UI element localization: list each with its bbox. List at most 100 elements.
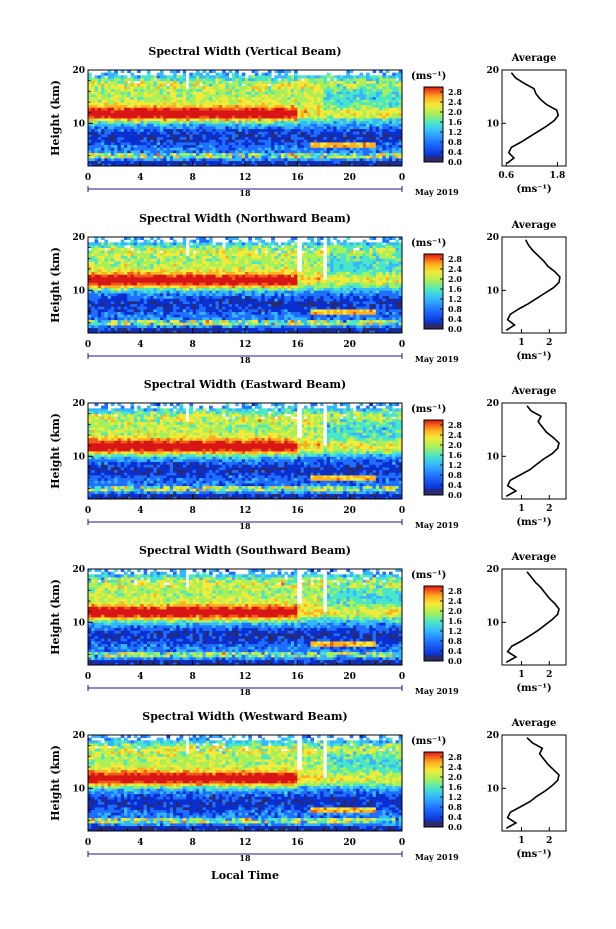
heatmap-cell	[356, 322, 360, 326]
heatmap-cell	[248, 150, 252, 154]
heatmap-cell	[114, 295, 118, 299]
heatmap-cell	[143, 287, 148, 291]
heatmap-cell	[202, 86, 207, 90]
heatmap-cell	[300, 136, 305, 140]
heatmap-cell	[323, 78, 328, 82]
heatmap-cell	[300, 115, 305, 119]
heatmap-cell	[316, 104, 321, 108]
heatmap-cell	[343, 126, 347, 130]
heatmap-cell	[231, 128, 236, 132]
heatmap-cell	[310, 147, 315, 151]
heatmap-cell	[173, 91, 177, 95]
heatmap-cell	[245, 112, 249, 116]
heatmap-cell	[343, 330, 347, 334]
heatmap-cell	[264, 144, 269, 148]
heatmap-cell	[241, 120, 246, 124]
heatmap-cell	[303, 311, 308, 315]
heatmap-cell	[143, 319, 148, 323]
heatmap-cell	[258, 306, 262, 310]
heatmap-cell	[215, 120, 220, 124]
heatmap-cell	[287, 107, 292, 111]
heatmap-cell	[235, 136, 239, 140]
heatmap-cell	[245, 290, 249, 294]
heatmap-cell	[375, 306, 380, 310]
heatmap-cell	[238, 293, 243, 297]
heatmap-cell	[395, 150, 400, 154]
heatmap-cell	[385, 128, 390, 132]
heatmap-cell	[215, 78, 220, 82]
heatmap-cell	[199, 163, 203, 167]
heatmap-cell	[294, 295, 298, 299]
heatmap-cell	[346, 322, 351, 326]
heatmap-cell	[215, 147, 220, 151]
heatmap-cell	[385, 144, 390, 148]
heatmap-cell	[166, 112, 171, 116]
heatmap-cell	[130, 104, 135, 108]
heatmap-cell	[349, 317, 354, 321]
heatmap-cell	[323, 152, 328, 156]
heatmap-cell	[392, 136, 396, 140]
heatmap-cell	[264, 155, 269, 159]
heatmap-cell	[130, 142, 135, 146]
heatmap-cell	[300, 301, 305, 305]
heatmap-cell	[163, 136, 167, 140]
heatmap-cell	[284, 107, 288, 111]
heatmap-cell	[215, 75, 220, 79]
heatmap-cell	[179, 290, 184, 294]
heatmap-cell	[323, 160, 328, 164]
heatmap-cell	[176, 317, 180, 321]
heatmap-cell	[297, 327, 301, 331]
heatmap-cell	[222, 311, 226, 315]
heatmap-cell	[356, 295, 360, 299]
heatmap-cell	[173, 303, 177, 307]
heatmap-cell	[146, 317, 151, 321]
heatmap-cell	[356, 126, 360, 130]
heatmap-cell	[320, 298, 324, 302]
heatmap-cell	[153, 99, 158, 103]
heatmap-cell	[186, 91, 190, 95]
heatmap-cell	[97, 287, 102, 291]
heatmap-cell	[173, 99, 177, 103]
heatmap-cell	[104, 131, 109, 135]
heatmap-cell	[205, 160, 210, 164]
heatmap-cell	[159, 123, 164, 127]
heatmap-cell	[251, 88, 256, 92]
heatmap-cell	[323, 86, 328, 90]
heatmap	[88, 237, 403, 334]
heatmap-cell	[215, 325, 220, 329]
heatmap-cell	[205, 322, 210, 326]
heatmap-cell	[169, 70, 174, 74]
heatmap-cell	[195, 131, 200, 135]
heatmap-cell	[225, 309, 230, 313]
heatmap-cell	[395, 319, 400, 323]
heatmap-cell	[352, 104, 357, 108]
heatmap-cell	[215, 298, 220, 302]
heatmap-cell	[392, 91, 396, 95]
heatmap-cell	[146, 160, 151, 164]
heatmap-cell	[127, 163, 131, 167]
heatmap-cell	[277, 126, 282, 130]
heatmap-cell	[284, 94, 288, 98]
heatmap-cell	[326, 99, 331, 103]
heatmap-cell	[186, 160, 190, 164]
heatmap-cell	[300, 142, 305, 146]
heatmap-cell	[248, 317, 252, 321]
heatmap-cell	[173, 293, 177, 297]
heatmap-cell	[297, 317, 301, 321]
heatmap-cell	[166, 142, 171, 146]
heatmap-cell	[287, 325, 292, 329]
heatmap-cell	[248, 102, 252, 106]
heatmap-cell	[166, 306, 171, 310]
heatmap-cell	[297, 301, 301, 305]
heatmap-cell	[209, 142, 213, 146]
heatmap-cell	[195, 298, 200, 302]
heatmap-cell	[88, 303, 92, 307]
heatmap-cell	[382, 155, 387, 159]
heatmap-cell	[130, 78, 135, 82]
heatmap-cell	[189, 303, 194, 307]
heatmap-cell	[320, 306, 324, 310]
heatmap-cell	[104, 78, 109, 82]
heatmap-cell	[392, 139, 396, 143]
heatmap-cell	[231, 118, 236, 122]
heatmap-cell	[343, 150, 347, 154]
